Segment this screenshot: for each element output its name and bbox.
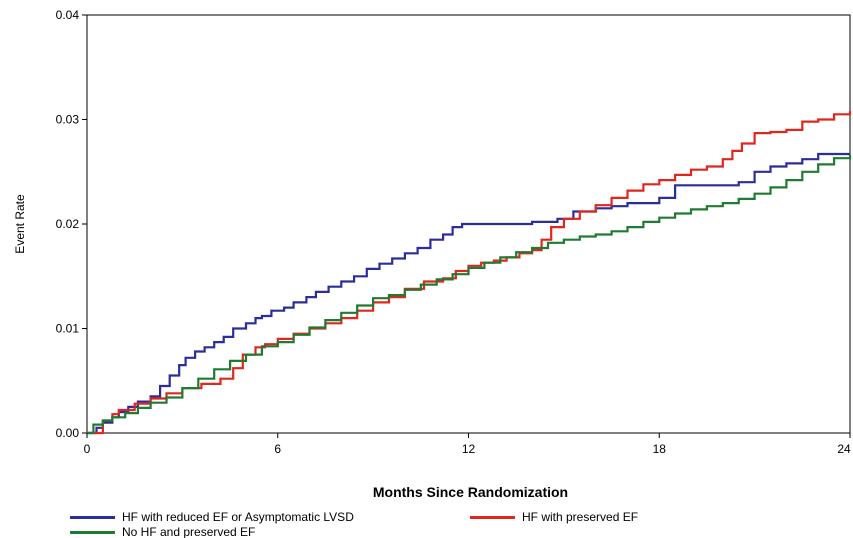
legend-label-hfpef: HF with preserved EF (522, 510, 639, 524)
x-axis-ticks: 0 6 12 18 24 (84, 433, 851, 456)
y-tick-label: 0.02 (56, 217, 80, 231)
legend-swatch-hfref (70, 516, 115, 519)
legend-label-hfref: HF with reduced EF or Asymptomatic LVSD (122, 510, 354, 524)
legend-swatch-hfpef (470, 516, 515, 519)
x-axis-title: Months Since Randomization (373, 484, 568, 500)
y-axis-title: Event Rate (13, 194, 27, 254)
series-hfref-line (87, 152, 850, 435)
x-tick-label: 6 (274, 442, 281, 456)
legend-swatch-nohf (70, 531, 115, 534)
series-layer (87, 111, 852, 435)
y-axis-ticks: 0.00 0.01 0.02 0.03 0.04 (56, 8, 87, 440)
legend-item-hfpef: HF with preserved EF (470, 511, 638, 524)
legend-item-hfref: HF with reduced EF or Asymptomatic LVSD (70, 511, 354, 524)
y-tick-label: 0.00 (56, 426, 80, 440)
legend-label-nohf: No HF and preserved EF (122, 525, 256, 538)
x-tick-label: 18 (653, 442, 667, 456)
x-tick-label: 24 (837, 442, 851, 456)
legend: HF with reduced EF or Asymptomatic LVSD … (70, 509, 770, 538)
legend-item-nohf: No HF and preserved EF (70, 526, 255, 538)
event-rate-chart: 0 6 12 18 24 0.00 0.01 0.02 0.03 0.04 Months Sin… (13, 8, 852, 500)
y-tick-label: 0.03 (56, 113, 80, 127)
x-tick-label: 0 (84, 442, 91, 456)
series-hfpef-line (87, 111, 852, 435)
series-nohf-line (87, 155, 852, 435)
y-tick-label: 0.04 (56, 8, 80, 22)
y-tick-label: 0.01 (56, 322, 80, 336)
x-tick-label: 12 (462, 442, 476, 456)
